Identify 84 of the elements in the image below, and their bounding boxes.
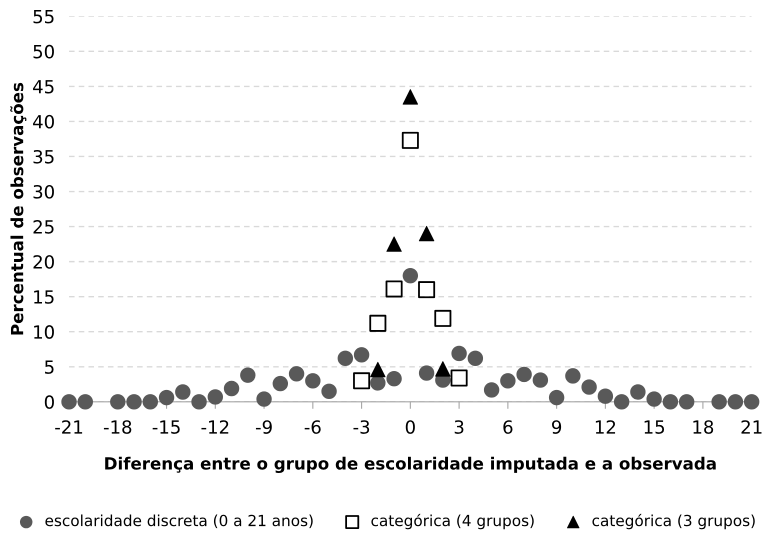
point [386, 236, 402, 252]
point [288, 366, 304, 382]
point [402, 132, 419, 149]
point [369, 314, 386, 332]
point [305, 373, 321, 388]
point [435, 361, 451, 377]
point [354, 347, 370, 363]
x-tick-label: -21 [55, 420, 82, 434]
y-tick-label: 10 [34, 325, 54, 339]
point [646, 391, 662, 407]
point [110, 394, 126, 410]
x-tick-label: 9 [552, 420, 562, 434]
x-tick-label: 6 [503, 420, 512, 434]
point [744, 394, 760, 410]
x-tick-label: 0 [406, 420, 415, 434]
point [370, 375, 386, 391]
point [142, 394, 158, 410]
point [500, 373, 516, 388]
legend-label: escolaridade discreta (0 a 21 anos) [45, 514, 313, 528]
x-tick-label: -9 [256, 420, 272, 434]
y-tick-label: 15 [34, 290, 54, 304]
point [418, 226, 434, 242]
point [484, 382, 500, 398]
point [451, 346, 467, 362]
point [353, 372, 370, 390]
point [598, 388, 614, 404]
y-tick-label: 55 [34, 10, 54, 24]
y-tick-label: 0 [44, 395, 54, 409]
point [402, 89, 418, 105]
point [565, 368, 581, 384]
point [662, 394, 678, 410]
x-tick-label: -3 [353, 420, 370, 434]
y-tick-label: 40 [33, 114, 54, 129]
point [532, 372, 548, 388]
x-tick-label: -18 [104, 420, 132, 434]
legend-label: categórica (4 grupos) [371, 514, 534, 530]
x-tick-label: -12 [201, 420, 228, 434]
point [728, 394, 744, 410]
y-tick-label: 50 [34, 44, 54, 58]
point [402, 268, 418, 284]
point [78, 394, 93, 410]
y-tick-label: 20 [33, 255, 54, 269]
point [418, 365, 434, 381]
y-tick-label: 30 [34, 184, 54, 199]
point [61, 394, 77, 410]
point [386, 280, 403, 298]
point [418, 281, 436, 298]
point [386, 370, 402, 386]
point [272, 376, 288, 392]
x-tick-label: 3 [454, 420, 464, 434]
x-axis-title: Diferença entre o grupo de escolaridade imputada e a observada [105, 456, 716, 474]
point [450, 369, 468, 386]
x-tick-label: 18 [693, 420, 714, 434]
point [468, 350, 484, 366]
point [126, 394, 142, 410]
point [711, 394, 727, 410]
legend-label: categórica (3 grupos) [592, 514, 755, 530]
x-tick-label: 21 [741, 420, 762, 434]
point [321, 384, 337, 400]
point [434, 310, 452, 327]
point [208, 389, 224, 405]
point [240, 367, 256, 383]
point [175, 384, 191, 400]
point [158, 390, 174, 406]
point [678, 394, 694, 410]
point [548, 390, 564, 406]
y-tick-label: 5 [45, 360, 54, 374]
point [191, 394, 207, 410]
point [256, 391, 272, 407]
y-axis-title: Percentual de observações [10, 82, 26, 334]
x-tick-label: 15 [644, 420, 664, 434]
point [581, 379, 597, 395]
x-tick-label: -6 [304, 420, 321, 434]
point [630, 384, 646, 400]
point [370, 362, 386, 378]
point [614, 394, 630, 410]
point [516, 366, 532, 382]
point [224, 380, 240, 396]
y-tick-label: 35 [34, 150, 54, 164]
y-tick-label: 45 [33, 80, 54, 94]
x-tick-label: 12 [596, 420, 616, 434]
point [338, 350, 354, 366]
x-tick-label: -15 [152, 420, 180, 434]
y-tick-label: 25 [33, 220, 54, 234]
